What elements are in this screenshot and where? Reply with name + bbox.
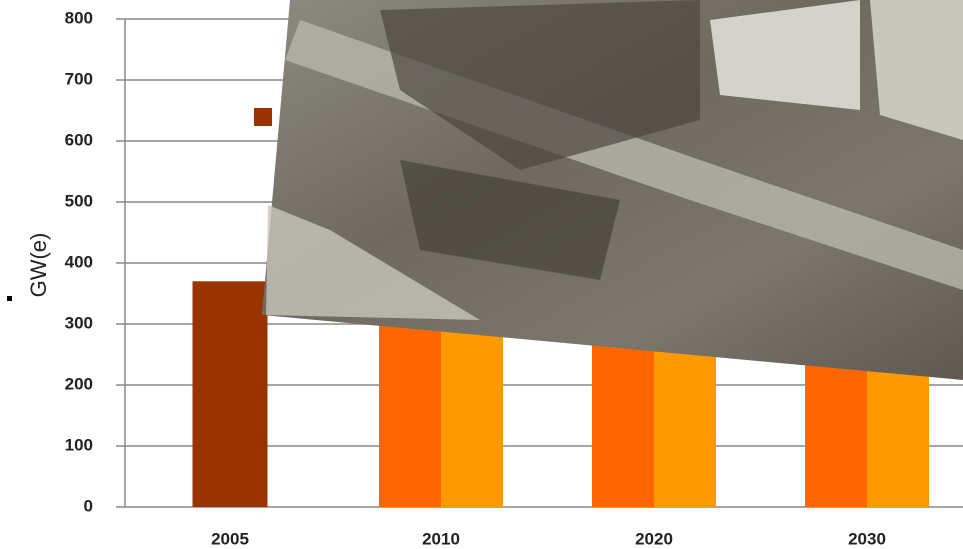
photo-holes [400,160,620,280]
y-tick-label: 0 [84,496,93,515]
y-tick-label: 500 [65,191,93,210]
x-tick-label: 2020 [635,529,673,548]
y-tick-label: 600 [65,130,93,149]
x-tick-label: 2005 [211,529,249,548]
marker-dot [7,296,12,301]
y-tick-label: 300 [65,313,93,332]
x-tick-label: 2010 [422,529,460,548]
photo-roof [266,205,480,320]
photo-debris [380,0,700,170]
y-tick-label: 100 [65,435,93,454]
y-tick-label: 400 [65,252,93,271]
x-tick-label: 2030 [848,529,886,548]
y-tick-label: 700 [65,69,93,88]
y-axis-label: GW(e) [26,233,51,298]
photo-building [710,0,860,110]
bar [192,281,268,507]
legend-marker [254,108,272,126]
y-tick-label: 200 [65,374,93,393]
y-tick-label: 800 [65,8,93,27]
photo-overlay [262,0,963,380]
photo-building [870,0,963,140]
